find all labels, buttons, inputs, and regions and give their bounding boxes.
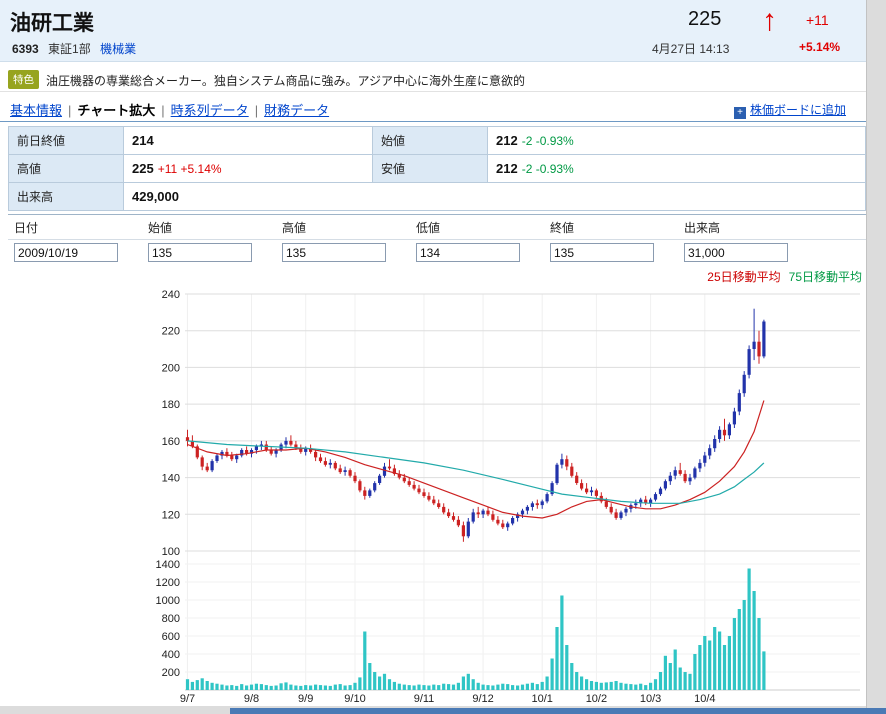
nav-time-series[interactable]: 時系列データ <box>170 103 249 118</box>
open-label: 始値 <box>372 126 488 155</box>
separator: | <box>68 103 72 118</box>
chart-legend: 25日移動平均 75日移動平均 <box>707 268 862 285</box>
scrollbar-track[interactable] <box>866 0 886 714</box>
svg-text:600: 600 <box>162 631 180 643</box>
table-row: 出来高 429,000 <box>8 182 866 211</box>
volume-input[interactable] <box>684 243 788 262</box>
svg-text:9/10: 9/10 <box>344 693 365 705</box>
high-input[interactable] <box>282 243 386 262</box>
price-change-percent: +5.14% <box>799 40 841 54</box>
separator: | <box>254 103 259 118</box>
price-timestamp: 4月27日 14:13 <box>652 42 730 56</box>
svg-text:100: 100 <box>162 546 180 558</box>
price-summary-table: 前日終値 214 始値 212 -2 -0.93% 高値 225 +11 +5.14… <box>8 126 866 211</box>
svg-text:9/8: 9/8 <box>244 693 259 705</box>
open-input[interactable] <box>148 243 252 262</box>
svg-text:140: 140 <box>162 473 180 485</box>
svg-text:10/2: 10/2 <box>586 693 607 705</box>
entry-input-row <box>8 240 866 268</box>
svg-text:120: 120 <box>162 509 180 521</box>
company-name: 油研工業 <box>10 12 94 35</box>
add-to-board-label: 株価ボードに追加 <box>749 103 846 117</box>
svg-text:9/11: 9/11 <box>414 693 435 705</box>
nav-links: 基本情報 | チャート拡大 | 時系列データ | 財務データ <box>10 100 329 119</box>
close-input[interactable] <box>550 243 654 262</box>
add-to-board-icon: + <box>733 107 746 119</box>
svg-text:10/3: 10/3 <box>640 693 661 705</box>
date-header: 日付 <box>8 214 142 240</box>
open-value: 212 -2 -0.93% <box>487 126 866 155</box>
high-label: 高値 <box>8 154 124 183</box>
high-change: +11 +5.14% <box>157 162 222 176</box>
market-label: 東証1部 <box>48 42 91 56</box>
nav-financial-data[interactable]: 財務データ <box>264 103 330 118</box>
ohlc-entry-table: 日付 始値 高値 低値 終値 出来高 <box>8 214 866 267</box>
volume-label: 出来高 <box>8 182 124 211</box>
svg-text:1400: 1400 <box>156 559 180 571</box>
bottom-blue-bar <box>230 708 886 714</box>
svg-text:10/4: 10/4 <box>694 693 715 705</box>
low-change: -2 -0.93% <box>521 162 574 176</box>
svg-text:9/7: 9/7 <box>180 693 195 705</box>
legend-ma75: 75日移動平均 <box>788 270 862 284</box>
feature-text: 油圧機器の専業総合メーカー。独自システム商品に強み。アジア中心に海外生産に意欲的 <box>46 74 526 88</box>
table-row: 高値 225 +11 +5.14% 安値 212 -2 -0.93% <box>8 154 866 183</box>
price-change: +11 <box>806 12 829 28</box>
low-value: 212 -2 -0.93% <box>487 154 866 183</box>
close-header: 終値 <box>544 214 678 240</box>
stock-chart: 240 220 200 180 160 140 120 100 1400 1200 1000 800 6… <box>0 288 866 708</box>
nav-chart-zoom-current: チャート拡大 <box>77 103 156 118</box>
svg-text:160: 160 <box>162 436 180 448</box>
current-price: 225 <box>688 8 722 30</box>
table-row: 前日終値 214 始値 212 -2 -0.93% <box>8 126 866 155</box>
date-input[interactable] <box>14 243 118 262</box>
svg-text:200: 200 <box>162 667 180 679</box>
svg-text:10/1: 10/1 <box>531 693 552 705</box>
open-header: 始値 <box>142 214 276 240</box>
nav-basic-info[interactable]: 基本情報 <box>10 103 63 118</box>
separator: | <box>161 103 165 118</box>
svg-text:1200: 1200 <box>156 577 180 589</box>
entry-header-row: 日付 始値 高値 低値 終値 出来高 <box>8 214 866 240</box>
prev-close-value: 214 <box>123 126 373 155</box>
open-change: -2 -0.93% <box>521 134 574 148</box>
feature-row: 特色 油圧機器の専業総合メーカー。独自システム商品に強み。アジア中心に海外生産に… <box>0 63 866 92</box>
legend-ma25: 25日移動平均 <box>707 270 781 284</box>
svg-text:400: 400 <box>162 649 180 661</box>
svg-text:240: 240 <box>162 289 180 301</box>
stock-code: 6393 <box>12 42 39 56</box>
prev-close-label: 前日終値 <box>8 126 124 155</box>
svg-text:220: 220 <box>162 326 180 338</box>
add-to-board-link[interactable]: + 株価ボードに追加 <box>733 101 846 119</box>
low-label: 安値 <box>372 154 488 183</box>
svg-text:9/12: 9/12 <box>472 693 493 705</box>
svg-text:180: 180 <box>162 399 180 411</box>
up-arrow-icon: ↑ <box>762 4 777 37</box>
code-line: 6393 東証1部 機械業 <box>12 40 136 57</box>
svg-text:9/9: 9/9 <box>298 693 313 705</box>
low-header: 低値 <box>410 214 544 240</box>
nav-bar: 基本情報 | チャート拡大 | 時系列データ | 財務データ + 株価ボードに追加 <box>0 93 866 122</box>
low-input[interactable] <box>416 243 520 262</box>
volume-value: 429,000 <box>123 182 866 211</box>
header: 油研工業 6393 東証1部 機械業 225 4月27日 14:13 ↑ +11… <box>0 0 866 62</box>
high-value: 225 +11 +5.14% <box>123 154 373 183</box>
volume-header: 出来高 <box>678 214 866 240</box>
svg-text:800: 800 <box>162 613 180 625</box>
feature-badge: 特色 <box>8 70 39 89</box>
svg-text:1000: 1000 <box>156 595 180 607</box>
high-header: 高値 <box>276 214 410 240</box>
svg-text:200: 200 <box>162 362 180 374</box>
industry-link[interactable]: 機械業 <box>100 42 137 56</box>
